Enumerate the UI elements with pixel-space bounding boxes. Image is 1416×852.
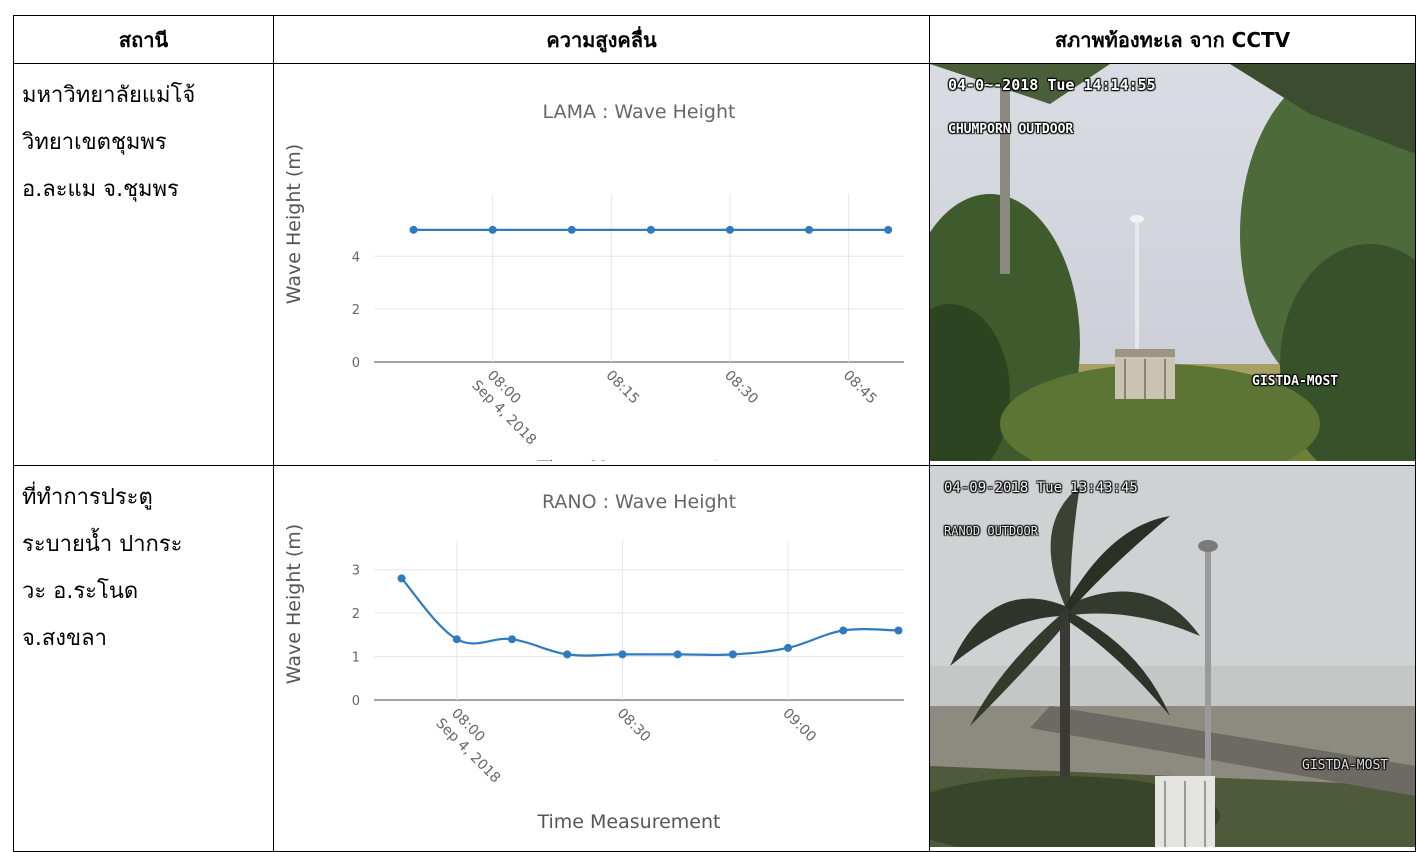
station-cell-rano: ที่ทำการประตู ระบายน้ำ ปากระ วะ อ.ระโนด … — [13, 465, 274, 852]
y-tick-label: 3 — [352, 564, 360, 579]
x-tick-label: 08:45 — [840, 368, 880, 408]
wave-chart-cell-rano: RANO : Wave Height 0 1 2 3 08:00 Sep 4, 2018 08… — [273, 465, 930, 852]
x-tick-label: 08:30 — [614, 706, 654, 746]
station-table: สถานี ความสูงคลื่น สภาพท้องทะเล จาก CCTV… — [13, 15, 1416, 852]
cctv-cell-lama: 04-0~-2018 Tue 14:14:55 CHUMPORN OUTDOOR… — [929, 63, 1416, 466]
station-name-line: จ.สงขลา — [22, 626, 107, 651]
cctv-watermark: GISTDA-MOST — [1302, 758, 1389, 773]
station-cell-lama: มหาวิทยาลัยแม่โจ้ วิทยาเขตชุมพร อ.ละแม จ… — [13, 63, 274, 466]
station-name-line: วะ อ.ระโนด — [22, 579, 139, 604]
data-point — [397, 574, 406, 583]
y-tick-label: 2 — [352, 303, 360, 318]
cctv-cell-rano: 04-09-2018 Tue 13:43:45 RANOD OUTDOOR GI… — [929, 465, 1416, 852]
data-point — [488, 225, 497, 234]
data-point — [452, 635, 461, 644]
chart-title: LAMA : Wave Height — [543, 101, 736, 123]
y-axis-label: Wave Height (m) — [283, 144, 305, 304]
x-tick-group: 08:30 — [614, 706, 654, 746]
y-tick-label: 2 — [352, 607, 360, 622]
data-point — [508, 635, 517, 644]
station-name-line: มหาวิทยาลัยแม่โจ้ — [22, 83, 196, 108]
data-point — [567, 225, 576, 234]
station-name-line: ที่ทำการประตู — [22, 485, 153, 510]
data-point — [646, 225, 655, 234]
y-tick-label: 0 — [352, 356, 360, 371]
data-point — [728, 650, 737, 659]
x-tick-label: 08:30 — [721, 368, 761, 408]
data-point — [409, 225, 418, 234]
data-point — [894, 626, 903, 635]
x-tick-group: 08:15 — [602, 368, 642, 408]
y-axis-label: Wave Height (m) — [283, 524, 305, 684]
x-tick-label: 09:00 — [779, 706, 819, 746]
station-name-line: วิทยาเขตชุมพร — [22, 130, 167, 155]
data-point — [673, 650, 682, 659]
y-tick-label: 0 — [352, 694, 360, 709]
data-point — [725, 225, 734, 234]
cctv-image-lama — [930, 64, 1415, 461]
cctv-timestamp: 04-09-2018 Tue 13:43:45 — [944, 480, 1138, 496]
x-tick-group: 09:00 — [779, 706, 819, 746]
header-cctv: สภาพท้องทะเล จาก CCTV — [929, 15, 1416, 64]
x-tick-label: 08:15 — [602, 368, 642, 408]
cctv-timestamp: 04-0~-2018 Tue 14:14:55 — [948, 76, 1156, 94]
header-wave-height: ความสูงคลื่น — [273, 15, 930, 64]
data-point — [563, 650, 572, 659]
series-line — [400, 577, 899, 657]
cctv-location: RANOD OUTDOOR — [944, 524, 1038, 538]
wave-chart-cell-lama: LAMA : Wave Height 0 2 4 08:00 Sep 4, 2018 08:… — [273, 63, 930, 479]
x-tick-group: 08:45 — [840, 368, 880, 408]
y-tick-label: 1 — [352, 651, 360, 666]
header-station: สถานี — [13, 15, 274, 64]
y-tick-label: 4 — [352, 250, 360, 265]
data-point — [805, 225, 814, 234]
chart-title: RANO : Wave Height — [542, 491, 736, 513]
x-axis-label: Time Measurement — [537, 811, 721, 833]
cctv-location: CHUMPORN OUTDOOR — [948, 122, 1074, 137]
station-name-line: อ.ละแม จ.ชุมพร — [22, 177, 179, 202]
header-row: สถานี ความสูงคลื่น สภาพท้องทะเล จาก CCTV — [13, 15, 1416, 64]
cctv-image-rano — [930, 466, 1415, 847]
x-tick-group: 08:30 — [721, 368, 761, 408]
station-row-rano: ที่ทำการประตู ระบายน้ำ ปากระ วะ อ.ระโนด … — [13, 465, 1416, 852]
station-row-lama: มหาวิทยาลัยแม่โจ้ วิทยาเขตชุมพร อ.ละแม จ… — [13, 63, 1416, 479]
data-point — [784, 643, 793, 652]
data-point — [884, 225, 893, 234]
x-axis-label: Time Measurement — [537, 457, 721, 461]
station-name-line: ระบายน้ำ ปากระ — [22, 532, 183, 557]
cctv-watermark: GISTDA-MOST — [1252, 374, 1339, 389]
data-point — [618, 650, 627, 659]
data-point — [839, 626, 848, 635]
